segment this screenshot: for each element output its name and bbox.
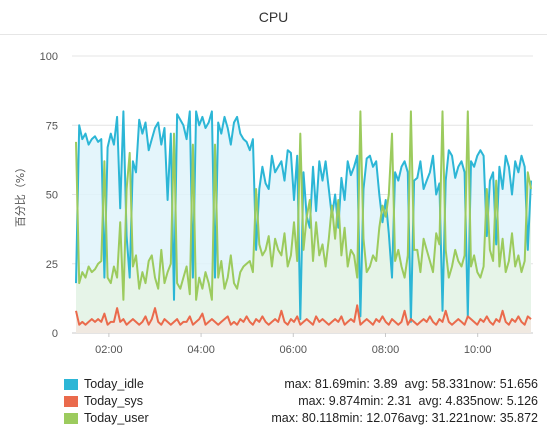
- y-axis-label: 百分比（%）: [14, 162, 27, 227]
- legend-label: Today_idle: [84, 377, 144, 391]
- legend-item-sys[interactable]: Today_sys max: 9.874min: 2.31 avg: 4.835…: [64, 394, 544, 411]
- series-area-today-user: [76, 111, 531, 334]
- y-tick-label: 0: [52, 328, 58, 340]
- series-area-today-sys: [76, 305, 531, 333]
- legend-swatch-icon: [64, 379, 78, 390]
- cpu-chart: 0 25 50 75 100 百分比（%） 02:00 04:00 06:00 08:00 10:0…: [14, 51, 533, 356]
- legend-stats: max: 81.69min: 3.89 avg: 58.331now: 51.6…: [284, 377, 538, 391]
- y-tick-label: 100: [40, 51, 58, 63]
- series-line-today-idle: [75, 110, 532, 323]
- y-tick-label: 25: [46, 259, 58, 271]
- legend-swatch-icon: [64, 396, 78, 407]
- x-tick-label: 10:00: [464, 344, 492, 356]
- chart-legend: Today_idle max: 81.69min: 3.89 avg: 58.3…: [64, 377, 544, 428]
- legend-swatch-icon: [64, 413, 78, 424]
- x-tick-label: 02:00: [95, 344, 123, 356]
- series-line-today-sys: [75, 304, 532, 326]
- legend-item-idle[interactable]: Today_idle max: 81.69min: 3.89 avg: 58.3…: [64, 377, 544, 394]
- legend-item-user[interactable]: Today_user max: 80.118min: 12.076avg: 31…: [64, 411, 544, 428]
- y-tick-label: 50: [46, 190, 58, 202]
- x-tick-label: 08:00: [372, 344, 400, 356]
- series-line-today-user: [75, 110, 532, 301]
- chart-title: CPU: [258, 9, 289, 25]
- x-tick-label: 06:00: [280, 344, 308, 356]
- legend-stats: max: 9.874min: 2.31 avg: 4.835now: 5.126: [298, 394, 538, 408]
- legend-label: Today_sys: [84, 394, 144, 408]
- x-tick-label: 04:00: [187, 344, 215, 356]
- y-tick-label: 75: [46, 120, 58, 132]
- legend-stats: max: 80.118min: 12.076avg: 31.221now: 35…: [271, 411, 538, 425]
- legend-label: Today_user: [84, 411, 149, 425]
- chart-header: CPU: [0, 0, 547, 35]
